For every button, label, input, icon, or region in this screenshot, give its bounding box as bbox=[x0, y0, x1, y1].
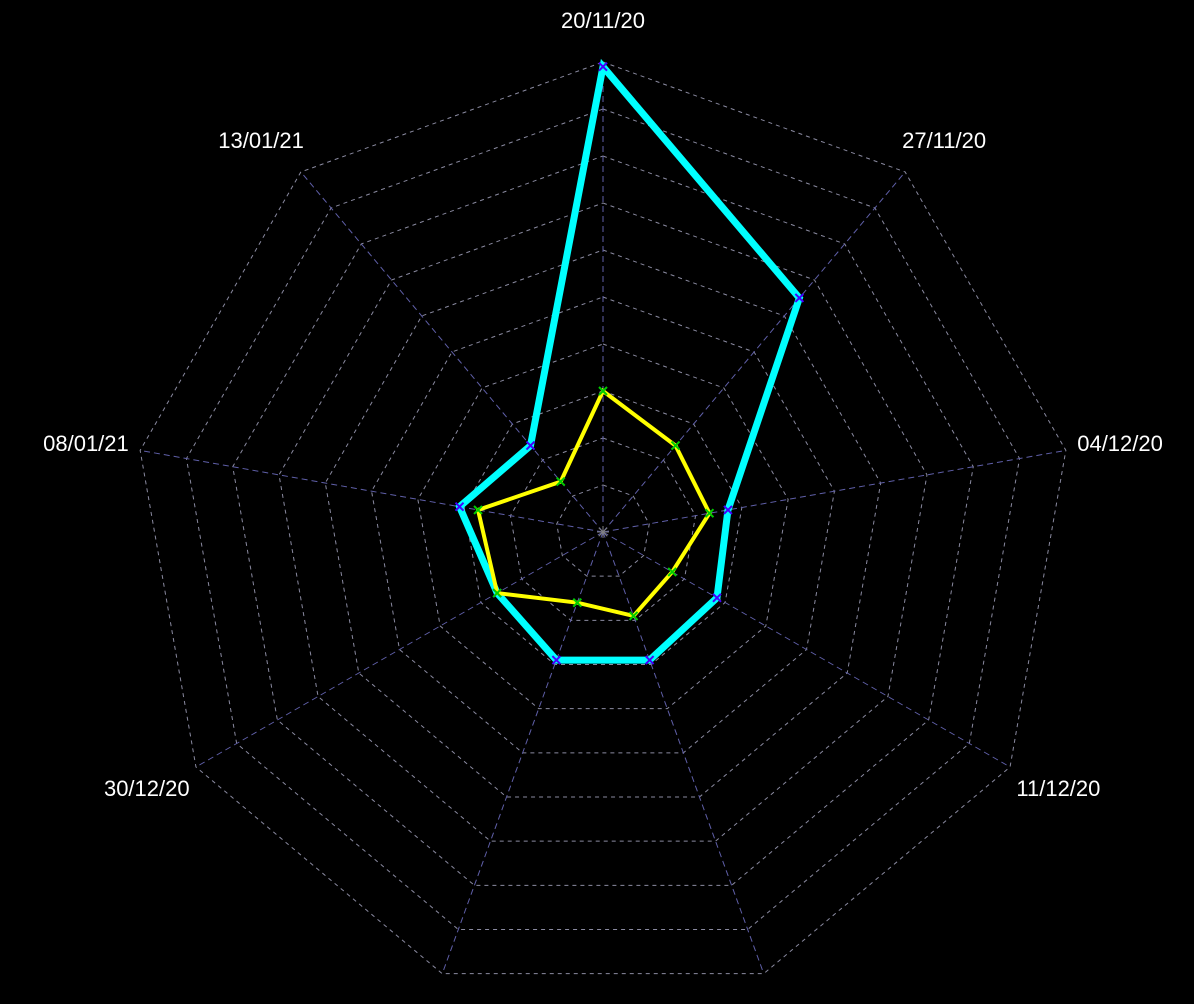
data-point-marker bbox=[572, 597, 582, 608]
grid-ring bbox=[324, 249, 882, 798]
axis-label: 27/11/20 bbox=[902, 128, 986, 153]
axis-label: 18/12/20 bbox=[748, 1001, 834, 1004]
axis-label: 30/12/20 bbox=[104, 776, 190, 801]
grid-ring bbox=[556, 484, 650, 577]
axis-spoke bbox=[195, 531, 604, 768]
grid-ring bbox=[417, 343, 789, 710]
data-point-marker bbox=[492, 588, 502, 598]
data-point-marker bbox=[644, 655, 655, 665]
data-point-marker bbox=[598, 386, 608, 396]
axis-label: 04/12/20 bbox=[1077, 431, 1163, 456]
axis-label: 23/12/20 bbox=[372, 1001, 458, 1004]
axis-label: 20/11/20 bbox=[561, 8, 645, 33]
data-point-marker bbox=[551, 655, 562, 665]
grid-ring bbox=[371, 296, 835, 754]
data-point-marker bbox=[628, 611, 639, 621]
data-point-marker bbox=[723, 505, 733, 515]
grid-ring bbox=[139, 61, 1067, 975]
axis-label: 08/01/21 bbox=[43, 431, 129, 456]
axis-label-layer: 20/11/20 27/11/20 04/12/20 11/12/20 18/12/20… bbox=[43, 8, 1163, 1004]
axis-label: 11/12/20 bbox=[1016, 776, 1100, 801]
grid-ring bbox=[185, 108, 1021, 930]
grid-ring bbox=[278, 202, 928, 842]
data-point-marker bbox=[598, 61, 608, 72]
grid-ring bbox=[509, 437, 697, 621]
data-point-marker bbox=[670, 440, 681, 451]
grid-ring bbox=[232, 155, 974, 886]
data-point-marker bbox=[555, 476, 566, 487]
data-point-marker bbox=[525, 440, 536, 451]
data-point-marker bbox=[454, 501, 465, 512]
data-point-marker bbox=[473, 505, 483, 515]
data-point-marker bbox=[712, 593, 722, 603]
series-layer bbox=[454, 58, 805, 665]
center-marker bbox=[598, 527, 608, 537]
axis-spoke bbox=[140, 449, 604, 533]
axis-spoke bbox=[602, 449, 1066, 533]
series-line-1 bbox=[455, 58, 804, 664]
axis-spoke bbox=[602, 531, 1011, 768]
series-line-2 bbox=[475, 387, 712, 619]
axis-spoke bbox=[602, 531, 765, 974]
grid-layer bbox=[139, 61, 1067, 975]
axis-spoke bbox=[441, 531, 604, 974]
axis-label: 13/01/21 bbox=[218, 128, 304, 153]
data-point-marker bbox=[794, 293, 805, 303]
grid-ring bbox=[463, 390, 743, 665]
data-point-marker bbox=[667, 567, 677, 577]
data-point-marker bbox=[704, 508, 715, 518]
axis-spoke bbox=[602, 171, 906, 533]
axis-spoke bbox=[300, 171, 604, 533]
